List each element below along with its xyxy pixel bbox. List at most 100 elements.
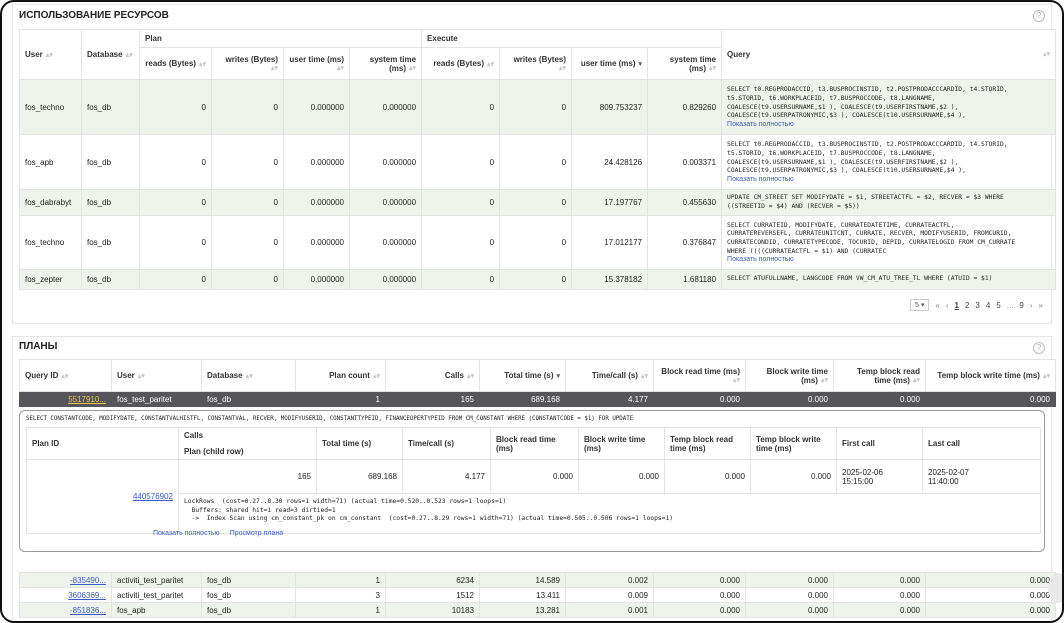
query-text: SELECT CURRATEID, MODIFYDATE, CURRATEDAT… [727,221,1016,255]
query-id-link[interactable]: 3606369... [68,590,106,600]
plan-writes-cell: 0 [211,189,284,216]
plan-detail-panel: SELECT CONSTANTCODE, MODIFYDATE, CONSTAN… [19,410,1045,552]
show-full-link[interactable]: Показать полностью [727,256,794,264]
help-icon[interactable]: ? [1033,342,1045,354]
detail-temp-block-read: 0.000 [664,459,751,494]
col-exec-user-time[interactable]: user time (ms) ▾ [571,47,649,80]
plan-text-cell: LockRows (cost=0.27..8.30 rows=1 width=7… [178,493,1041,534]
next-page-button[interactable]: › [1029,300,1033,310]
query-text: UPDATE CM_STREET SET MODIFYDATE = $1, ST… [727,193,1004,210]
plan-reads-cell: 0 [139,134,212,190]
help-icon[interactable]: ? [1033,10,1045,22]
query-id-link[interactable]: -835490... [69,575,106,585]
plan-text: LockRows (cost=0.27..8.30 rows=1 width=7… [184,498,674,523]
query-cell: UPDATE CM_STREET SET MODIFYDATE = $1, ST… [721,189,1057,216]
table-row[interactable]: fos_zepter fos_db 0 0 0.000000 0.000000 0 0 15.3… [19,269,1057,290]
col-query-id[interactable]: Query ID ▴▾ [19,359,112,392]
exec-user-time-cell: 809.753237 [571,79,649,135]
col-temp-block-write-time[interactable]: Temp block write time (ms) ▴▾ [925,359,1056,392]
time-per-call-cell: 0.002 [565,572,654,588]
temp-block-read-cell: 0.000 [833,602,926,618]
col-database[interactable]: Database ▴▾ [81,29,140,80]
temp-block-write-cell: 0.000 [925,587,1056,603]
col-plan-writes[interactable]: writes (Bytes)▴▾ [211,47,284,80]
user-cell: fos_apb [111,602,202,618]
total-time-cell: 13.411 [479,587,566,603]
plan-count-cell: 1 [295,391,386,407]
detail-query-text: SELECT CONSTANTCODE, MODIFYDATE, CONSTAN… [26,416,634,422]
page-1[interactable]: 1 [954,300,959,310]
show-full-plan-link[interactable]: Показать полностью [153,530,220,537]
detail-col-plan-id: Plan ID [26,427,179,460]
block-write-cell: 0.000 [745,572,834,588]
block-write-cell: 0.000 [745,391,834,407]
page-2[interactable]: 2 [964,300,970,310]
table-row[interactable]: fos_apb fos_db 0 0 0.000000 0.000000 0 0 24.4281… [19,134,1057,190]
plan-reads-cell: 0 [139,269,212,290]
exec-user-time-cell: 24.428126 [571,134,649,190]
plan-reads-cell: 0 [139,189,212,216]
detail-links [26,537,186,549]
temp-block-write-cell: 0.000 [925,391,1056,407]
col-exec-system-time[interactable]: system time (ms) ▴▾ [647,47,723,80]
plan-system-time-cell: 0.000000 [348,134,423,190]
page-4[interactable]: 4 [985,300,991,310]
table-row[interactable]: fos_techno fos_db 0 0 0.000000 0.000000 0 0 809.… [19,79,1057,135]
col-block-write-time[interactable]: Block write time (ms) ▴▾ [745,359,834,392]
col-block-read-time[interactable]: Block read time (ms)▴▾ [653,359,746,392]
table-row[interactable]: fos_techno fos_db 0 0 0.000000 0.000000 0 0 17.0… [19,215,1057,270]
detail-col-block-write: Block write time (ms) [578,427,665,460]
page-9[interactable]: 9 [1019,300,1024,310]
page-3[interactable]: 3 [975,300,980,310]
first-page-button[interactable]: « [935,300,940,310]
exec-user-time-cell: 17.012177 [571,215,649,270]
view-plan-link[interactable]: Просмотр плана [229,530,284,537]
page-5[interactable]: 5 [996,300,1001,310]
col-user[interactable]: User ▴▾ [111,359,202,392]
plan-system-time-cell: 0.000000 [348,189,423,216]
query-id-cell[interactable]: 5517910... [19,391,112,407]
col-plan-reads[interactable]: reads (Bytes) ▴▾ [139,47,212,80]
col-time-per-call[interactable]: Time/call (s) ▴▾ [565,359,654,392]
table-row[interactable]: 3606369... activiti_test_paritet fos_db 3 15… [19,587,1056,603]
plan-id-cell[interactable]: 440576902 [26,459,179,534]
detail-per-call: 4.177 [402,459,491,494]
table-row[interactable]: fos_dabrabyt fos_db 0 0 0.000000 0.000000 0 0 17… [19,189,1057,216]
col-plan-user-time[interactable]: user time (ms)▴▾ [283,47,350,80]
detail-table: Plan ID Calls Total time (s) Time/call (… [26,427,1041,534]
prev-page-button[interactable]: ‹ [945,300,949,310]
time-per-call-cell: 0.009 [565,587,654,603]
col-plan-count[interactable]: Plan count ▴▾ [295,359,386,392]
col-exec-reads[interactable]: reads (Bytes) ▴▾ [421,47,501,80]
col-user[interactable]: User ▴▾ [19,29,82,80]
scroll-handle[interactable] [1048,573,1062,603]
table-row[interactable]: -851836... fos_apb fos_db 1 10183 13.281 0.001… [19,602,1056,618]
show-full-link[interactable]: Показать полностью [727,120,794,128]
time-per-call-cell: 0.001 [565,602,654,618]
table-row[interactable]: -835490... activiti_test_paritet fos_db 1 62… [19,572,1056,588]
col-total-time[interactable]: Total time (s) ▾ [479,359,566,392]
exec-reads-cell: 0 [421,215,501,270]
query-id-cell[interactable]: -835490... [19,572,112,588]
last-page-button[interactable]: » [1038,300,1043,310]
database-cell: fos_db [201,587,296,603]
col-database[interactable]: Database ▴▾ [201,359,296,392]
col-plan-system-time[interactable]: system time (ms) ▴▾ [348,47,423,80]
detail-block-write: 0.000 [578,459,665,494]
query-id-cell[interactable]: -851836... [19,602,112,618]
col-query[interactable]: Query ▴▾ [721,29,1057,80]
query-id-cell[interactable]: 3606369... [19,587,112,603]
plans-table: Query ID ▴▾ User ▴▾ Database ▴▾ Plan count ▴… [19,359,1056,618]
exec-system-time-cell: 0.003371 [647,134,723,190]
page-size-select[interactable]: 5 ▾ [909,299,930,311]
selected-plan-row[interactable]: 5517910... fos_test_paritet fos_db 1 165… [19,391,1056,407]
database-cell: fos_db [81,215,140,270]
col-calls[interactable]: Calls ▴▾ [385,359,480,392]
block-read-cell: 0.000 [653,587,746,603]
exec-reads-cell: 0 [421,134,501,190]
show-full-link[interactable]: Показать полностью [727,175,794,183]
database-cell: fos_db [201,572,296,588]
col-temp-block-read-time[interactable]: Temp block read time (ms) ▴▾ [833,359,926,392]
col-exec-writes[interactable]: writes (Bytes)▴▾ [499,47,573,80]
query-id-link[interactable]: -851836... [69,605,106,615]
